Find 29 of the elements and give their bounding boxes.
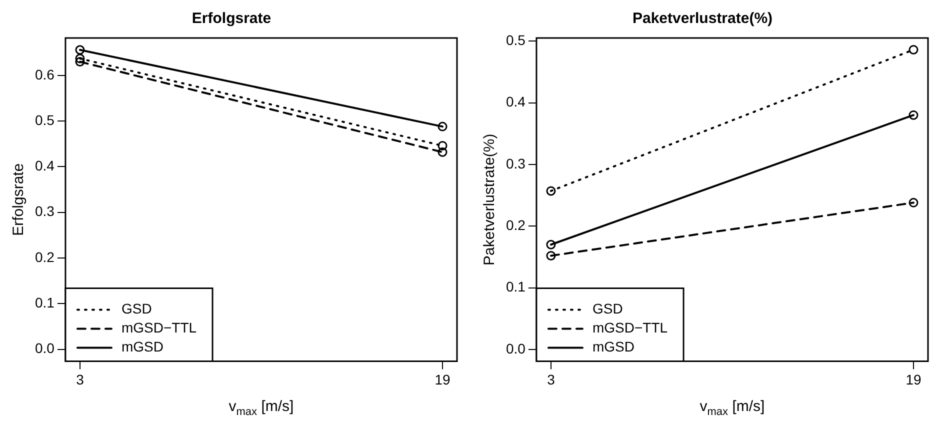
legend-label: mGSD (121, 338, 164, 355)
legend-label: mGSD−TTL (592, 320, 668, 336)
y-tick-label: 0.1 (34, 294, 55, 311)
x-tick-label: 3 (547, 371, 556, 388)
y-axis-title: Erfolgsrate (10, 163, 28, 236)
y-tick-label: 0.2 (506, 216, 526, 233)
y-tick-label: 0.3 (506, 155, 526, 172)
y-tick-label: 0.6 (34, 66, 55, 82)
legend-label: mGSD−TTL (121, 320, 197, 336)
x-tick-label: 3 (76, 371, 84, 388)
y-tick-label: 0.1 (506, 278, 526, 295)
chart-title: Paketverlustrate(%) (632, 10, 773, 28)
legend-label: mGSD (592, 338, 634, 355)
y-tick-label: 0.0 (34, 340, 55, 356)
y-tick-label: 0.4 (506, 94, 526, 110)
chart-title: Erfolgsrate (192, 10, 272, 28)
x-tick-label: 19 (434, 371, 450, 388)
y-tick-label: 0.5 (34, 112, 55, 128)
x-axis-title: v$_{max}$ [m/s] (228, 398, 294, 418)
y-axis-title: Paketverlustrate(%) (481, 134, 498, 266)
y-tick-label: 0.4 (34, 158, 55, 174)
x-tick-label: 19 (906, 371, 922, 388)
y-tick-label: 0.0 (506, 340, 526, 356)
legend-label: GSD (592, 300, 623, 317)
y-tick-label: 0.3 (34, 203, 55, 220)
x-axis-title: v$_{max}$ [m/s] (700, 398, 765, 418)
y-tick-label: 0.2 (34, 248, 55, 265)
y-tick-label: 0.5 (506, 32, 526, 48)
legend-label: GSD (121, 300, 152, 317)
